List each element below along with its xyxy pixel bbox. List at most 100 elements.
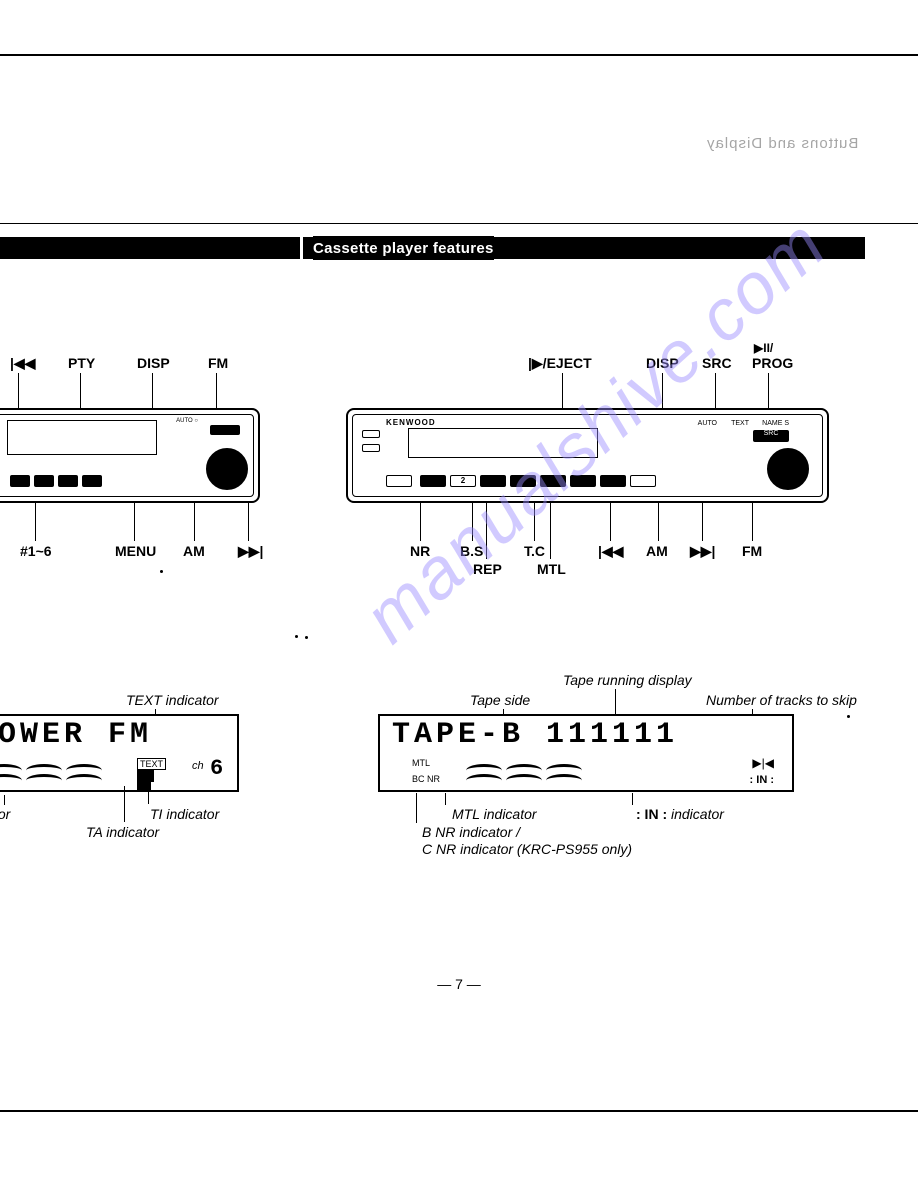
tiny-text: TEXT <box>731 420 749 427</box>
left-device-src <box>210 425 240 435</box>
label-eject: |▶/EJECT <box>528 355 592 372</box>
leader-line <box>124 786 125 822</box>
leader-line <box>702 503 703 541</box>
right-device-knob <box>767 448 809 490</box>
label-rep: REP <box>473 561 502 577</box>
left-device-outer: AUTO ○ <box>0 408 260 503</box>
label-fm-right: FM <box>742 543 762 559</box>
label-text-indicator: TEXT indicator <box>126 692 219 708</box>
page-number: — 7 — <box>0 976 918 992</box>
label-mtl: MTL <box>537 561 566 577</box>
spec-dot <box>847 715 850 718</box>
leader-line <box>445 793 446 805</box>
right-device-src-btn: SRC <box>753 430 789 442</box>
swoosh-icon <box>546 764 582 788</box>
leader-line <box>752 503 753 541</box>
label-am-left: AM <box>183 543 205 559</box>
leader-line <box>35 503 36 541</box>
device-button <box>480 475 506 487</box>
leader-line <box>416 793 417 823</box>
badge-ta: TA <box>137 770 154 782</box>
swoosh-icon <box>0 764 22 788</box>
badge-text: TEXT <box>137 758 166 770</box>
device-button <box>58 475 78 487</box>
swoosh-icon <box>66 764 102 788</box>
leader-line <box>658 503 659 541</box>
leader-line <box>632 793 633 805</box>
leader-line <box>18 373 19 413</box>
swoosh-icon <box>466 764 502 788</box>
swoosh-icon <box>26 764 62 788</box>
header-stripe-left <box>0 237 300 259</box>
label-partial-tor: tor <box>0 806 10 822</box>
device-button <box>510 475 536 487</box>
swoosh-icon <box>506 764 542 788</box>
label-pty: PTY <box>68 355 95 371</box>
label-bnr-line2: C NR indicator (KRC-PS955 only) <box>422 841 632 857</box>
bottom-frame-line <box>0 1110 918 1112</box>
leader-line <box>134 503 135 541</box>
label-prog-symbol: ▶II/ <box>754 341 773 355</box>
brand-kenwood: KENWOOD <box>386 418 436 427</box>
right-lcd-text: TAPE-B 111111 <box>392 718 678 752</box>
left-device-knob <box>206 448 248 490</box>
leader-line <box>4 795 5 805</box>
label-tape-side: Tape side <box>470 692 530 708</box>
label-bs: B.S <box>460 543 483 559</box>
left-lcd: POWER FM TEXT TA TI ch 6 <box>0 714 239 792</box>
device-button <box>34 475 54 487</box>
section-header: Cassette player features <box>313 236 494 260</box>
leader-line <box>610 503 611 541</box>
leader-line <box>472 503 473 541</box>
label-bnr-line1: B NR indicator / <box>422 824 520 840</box>
label-ff-right: ▶▶| <box>690 543 715 560</box>
label-preset: #1~6 <box>20 543 52 559</box>
in-indicator-text: indicator <box>667 806 724 822</box>
leader-line <box>486 503 487 559</box>
label-ti-indicator: TI indicator <box>150 806 219 822</box>
label-disp-left: DISP <box>137 355 170 371</box>
label-menu: MENU <box>115 543 156 559</box>
right-device-screen <box>408 428 598 458</box>
left-device-screen <box>7 420 157 455</box>
right-device-outer: KENWOOD 2 AUTO TEXT NAME S SRC <box>346 408 829 503</box>
left-lcd-text: POWER FM <box>0 718 152 752</box>
label-ta-indicator: TA indicator <box>86 824 159 840</box>
leader-line <box>420 503 421 541</box>
label-mtl-indicator: MTL indicator <box>452 806 537 822</box>
lcd-ch-num: 6 <box>210 756 227 781</box>
spec-dot <box>160 570 163 573</box>
label-tape-running: Tape running display <box>563 672 692 688</box>
in-symbol: : IN : <box>750 774 774 786</box>
label-num-tracks: Number of tracks to skip <box>706 692 857 708</box>
device-button <box>630 475 656 487</box>
lcd-ch-label: ch <box>192 760 204 772</box>
device-button <box>540 475 566 487</box>
right-lcd: TAPE-B 111111 MTL BC NR ▶|◀ : IN : <box>378 714 794 792</box>
device-button <box>600 475 626 487</box>
device-button <box>10 475 30 487</box>
label-ff-left: ▶▶| <box>238 543 263 560</box>
leader-line <box>80 373 81 413</box>
label-fm-left: FM <box>208 355 228 371</box>
leader-line <box>550 503 551 559</box>
skip-symbol: ▶|◀ <box>752 756 774 770</box>
device-button-preset: 2 <box>450 475 476 487</box>
label-rew-right: |◀◀ <box>598 543 623 560</box>
spec-dot <box>305 636 308 639</box>
label-am-right: AM <box>646 543 668 559</box>
tiny-auto: AUTO <box>698 420 717 427</box>
right-device-down <box>362 444 380 452</box>
right-lcd-bcnr: BC NR <box>412 774 440 784</box>
tiny-name: NAME S <box>762 420 789 427</box>
label-tc: T.C <box>524 543 545 559</box>
leader-line <box>534 503 535 541</box>
in-symbol-label: : IN : <box>636 806 667 822</box>
faint-mirrored-header: Buttons and Display <box>706 135 858 152</box>
spec-dot <box>295 635 298 638</box>
label-disp-right: DISP <box>646 355 679 371</box>
label-in-indicator: : IN : indicator <box>636 806 724 822</box>
leader-line <box>248 503 249 541</box>
label-nr: NR <box>410 543 430 559</box>
right-device-att <box>386 475 412 487</box>
